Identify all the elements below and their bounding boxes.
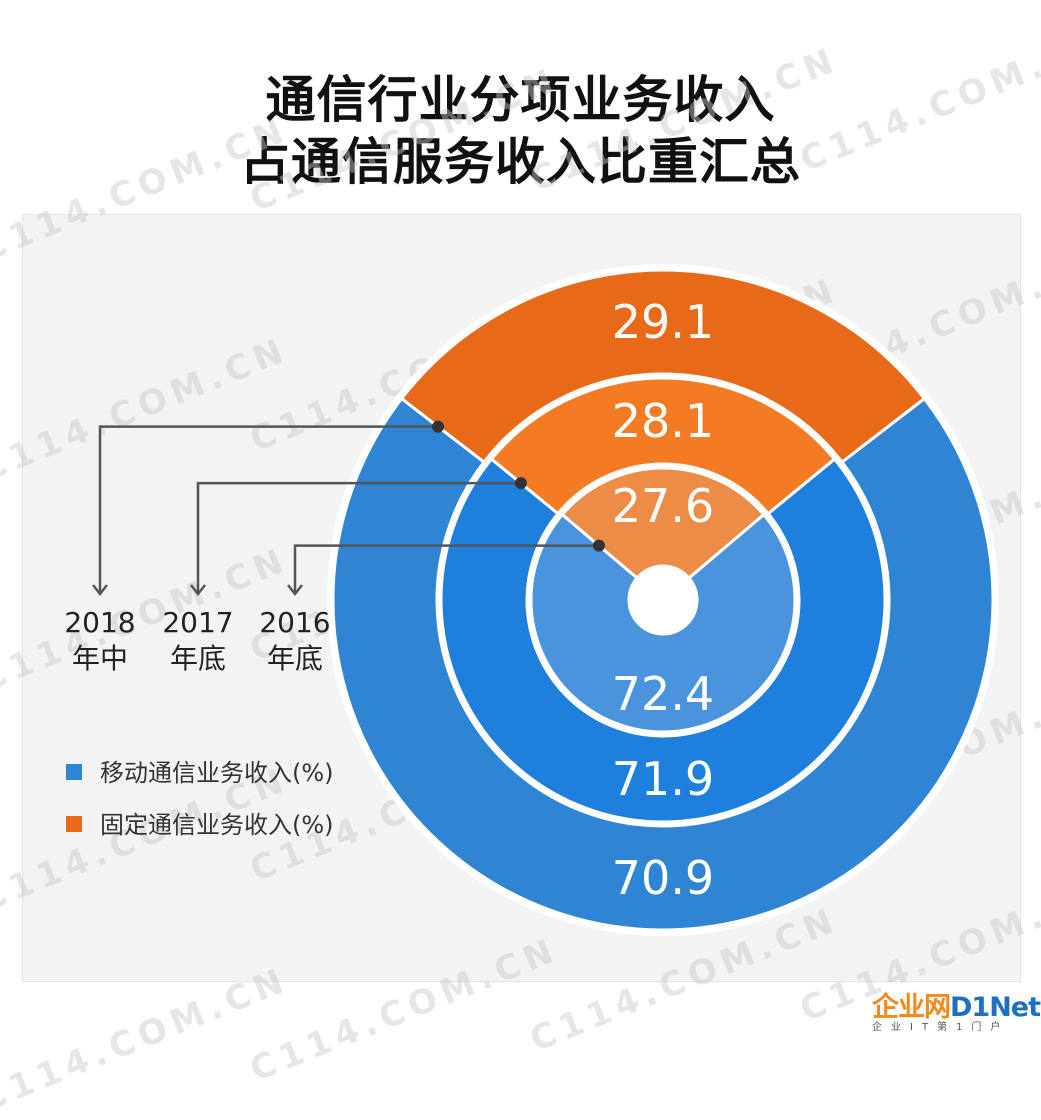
connector-outer xyxy=(92,420,445,597)
slice-fixed-inner xyxy=(560,466,766,581)
legend-swatch-fixed xyxy=(66,816,82,832)
slice-fixed-middle xyxy=(489,376,837,516)
chart-title-line-2: 占通信服务收入比重汇总 xyxy=(240,133,801,191)
ring-label-outer-line-2: 年中 xyxy=(72,642,128,675)
value-label-fixed-outer: 29.1 xyxy=(612,295,714,349)
connector-inner xyxy=(287,539,605,597)
ring-label-outer-line-1: 2018 xyxy=(64,606,135,639)
slice-fixed-outer xyxy=(399,268,927,465)
ring-label-inner-line-1: 2016 xyxy=(259,606,330,639)
connector-middle xyxy=(190,477,527,597)
ring-label-middle-line-1: 2017 xyxy=(162,606,233,639)
donut-hole xyxy=(631,568,695,632)
slice-mobile-inner xyxy=(529,512,797,734)
brand-name-cn: 企业网 xyxy=(872,992,951,1023)
ring-label-middle-line-2: 年底 xyxy=(170,642,226,675)
ring-label-inner-line-2: 年底 xyxy=(267,642,323,675)
legend-label-fixed: 固定通信业务收入(%) xyxy=(100,811,334,839)
slice-mobile-middle xyxy=(439,456,887,824)
value-label-mobile-middle: 71.9 xyxy=(612,752,714,806)
legend-swatch-mobile xyxy=(66,764,82,780)
brand-slogan: 企业IT第1门户 xyxy=(872,1022,1010,1033)
brand-name-en: D1Net xyxy=(950,992,1041,1023)
value-label-fixed-middle: 28.1 xyxy=(612,394,714,448)
nested-donut-chart: 27.672.428.171.929.170.92018年中2017年底2016… xyxy=(64,264,999,936)
value-label-mobile-outer: 70.9 xyxy=(612,851,714,905)
legend-label-mobile: 移动通信业务收入(%) xyxy=(100,759,334,787)
brand-badge: 企业网D1Net 企业IT第1门户 xyxy=(872,992,1041,1034)
brand-logo: 企业网D1Net xyxy=(872,992,1041,1023)
chart-title-line-1: 通信行业分项业务收入 xyxy=(265,71,776,129)
value-label-mobile-inner: 72.4 xyxy=(612,667,714,721)
value-label-fixed-inner: 27.6 xyxy=(612,479,714,533)
